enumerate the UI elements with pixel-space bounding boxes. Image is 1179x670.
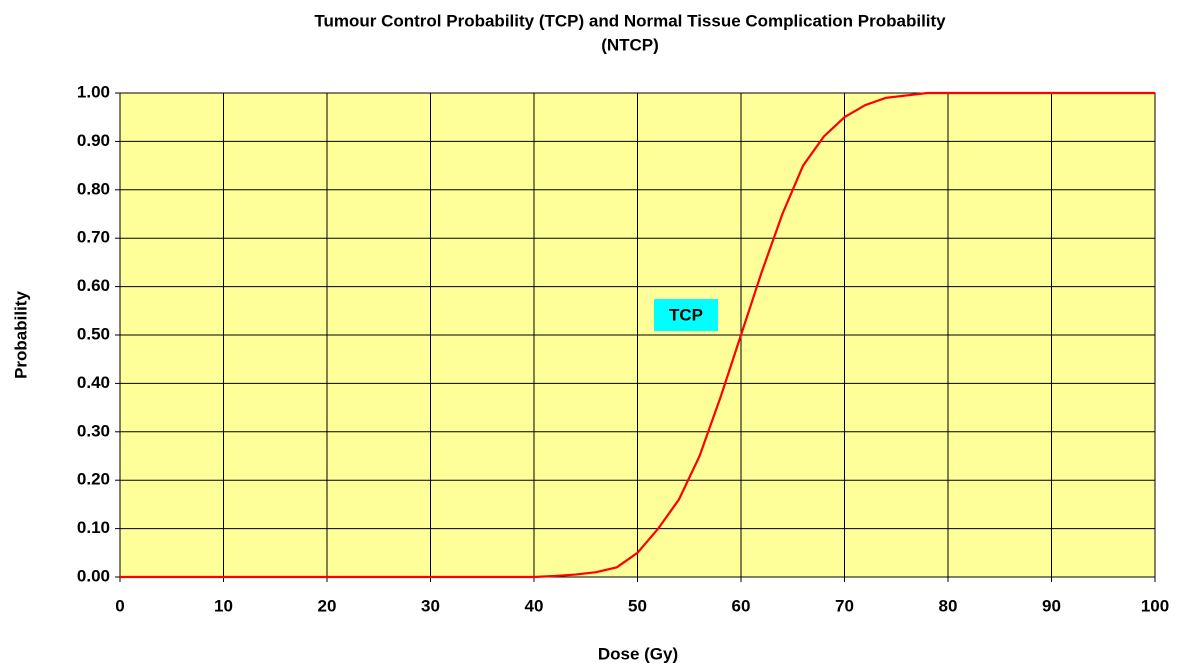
x-tick-label: 80 (939, 596, 958, 615)
y-tick-label: 0.40 (77, 373, 110, 392)
y-tick-label: 0.50 (77, 324, 110, 343)
x-tick-label: 30 (421, 596, 440, 615)
y-axis-label: Probability (11, 291, 30, 379)
y-tick-label: 0.80 (77, 179, 110, 198)
x-tick-label: 20 (318, 596, 337, 615)
line-series (120, 91, 1155, 579)
x-tick-label: 70 (835, 596, 854, 615)
annotation: TCP (669, 305, 703, 324)
x-tick-label: 60 (732, 596, 751, 615)
chart-title: (NTCP) (601, 35, 659, 54)
y-tick-label: 0.20 (77, 470, 110, 489)
x-axis-label: Dose (Gy) (598, 644, 678, 663)
annotation-box (654, 299, 718, 331)
y-tick-label: 0.90 (77, 131, 110, 150)
x-tick-label: 10 (214, 596, 233, 615)
y-tick-label: 0.70 (77, 228, 110, 247)
x-tick-label: 90 (1042, 596, 1061, 615)
chart-title: Tumour Control Probability (TCP) and Nor… (314, 11, 946, 30)
y-tick-label: 0.60 (77, 276, 110, 295)
x-tick-label: 50 (628, 596, 647, 615)
x-tick-label: 40 (525, 596, 544, 615)
y-tick-label: 0.00 (77, 566, 110, 585)
y-tick-label: 0.10 (77, 518, 110, 537)
x-tick-label: 100 (1141, 596, 1169, 615)
y-tick-label: 0.30 (77, 421, 110, 440)
y-tick-label: 1.00 (77, 82, 110, 101)
x-tick-label: 0 (115, 596, 124, 615)
